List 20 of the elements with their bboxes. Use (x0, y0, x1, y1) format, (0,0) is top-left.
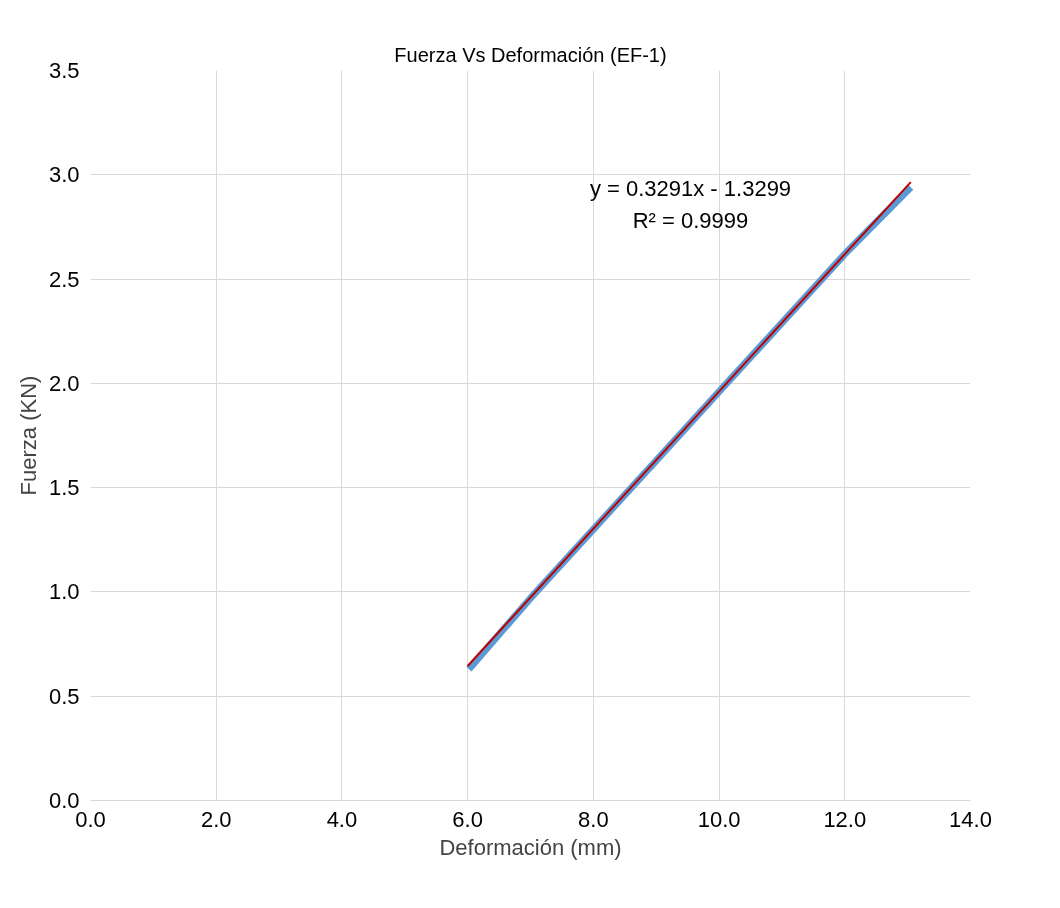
y-tick-label: 1.0 (48, 579, 80, 605)
annotation: R² = 0.9999 (632, 207, 749, 233)
x-tick-label: 14.0 (949, 806, 992, 832)
x-tick-label: 6.0 (452, 806, 483, 832)
x-axis-title: Deformación (mm) (439, 834, 622, 860)
chart-title: Fuerza Vs Deformación (EF-1) (394, 43, 667, 66)
x-tick-label: 8.0 (578, 806, 609, 832)
y-tick-label: 2.0 (48, 370, 80, 396)
y-tick-label: 3.0 (48, 162, 80, 188)
y-axis-title: Fuerza (KN) (15, 375, 41, 496)
x-tick-label: 2.0 (200, 806, 232, 832)
x-tick-label: 12.0 (823, 806, 867, 832)
x-tick-label: 10.0 (697, 806, 741, 832)
y-tick-label: 3.5 (48, 58, 80, 83)
y-tick-label: 0.5 (48, 683, 80, 709)
y-tick-label: 2.5 (48, 266, 80, 292)
y-tick-label: 1.5 (48, 475, 80, 501)
y-tick-label: 0.0 (48, 788, 80, 813)
annotation: y = 0.3291x - 1.3299 (589, 175, 792, 201)
x-tick-label: 4.0 (326, 806, 358, 832)
